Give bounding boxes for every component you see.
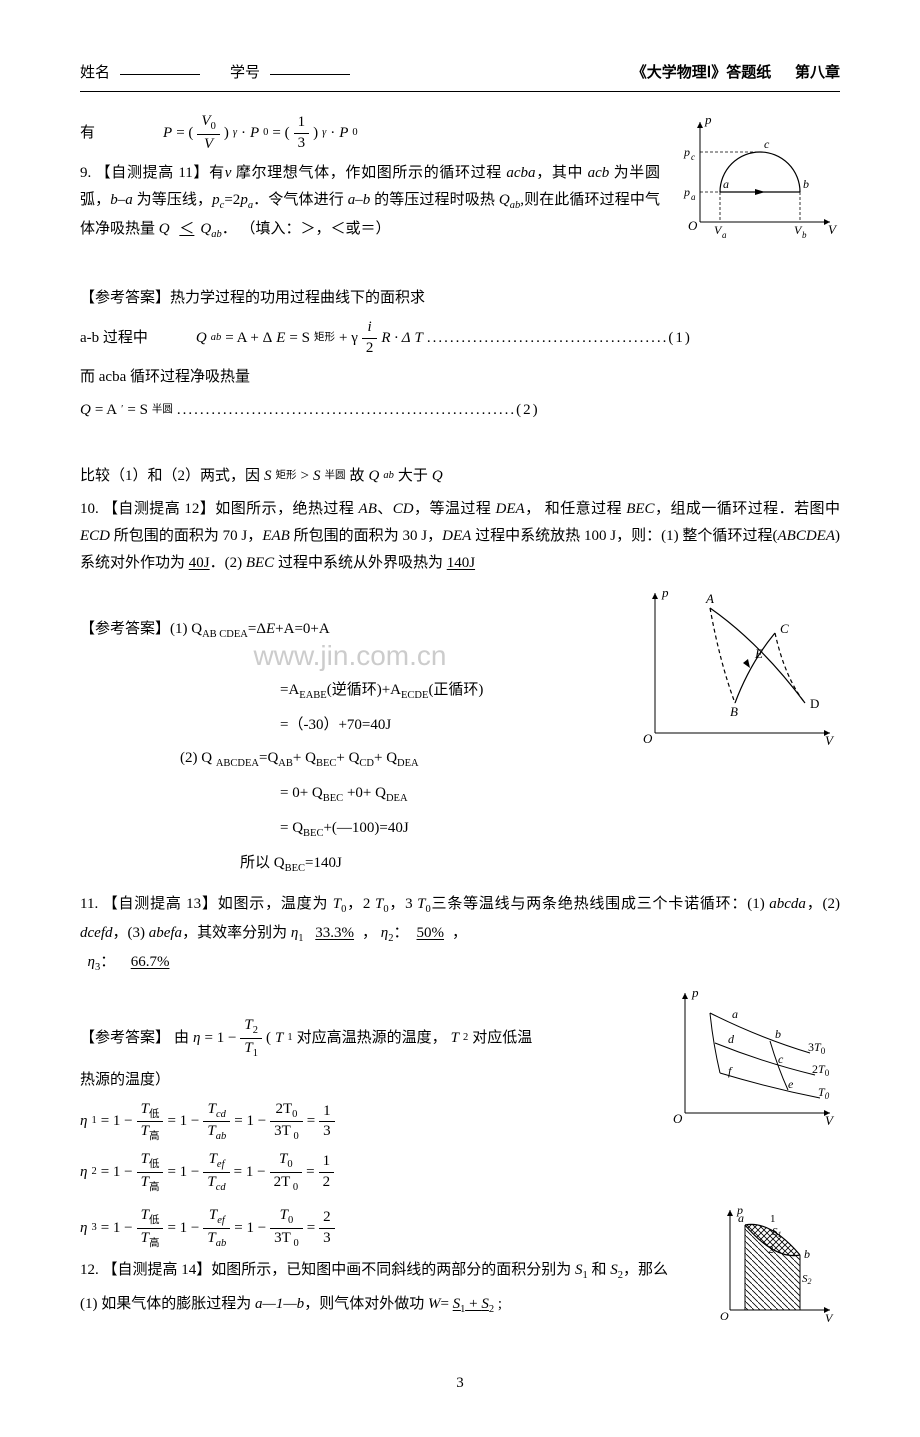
content-body: p V O pc pa Va Vb a b c 有 P = ( V0V )γ ·…	[80, 112, 840, 1397]
name-blank	[120, 60, 200, 75]
fig12-1: 1	[770, 1213, 776, 1225]
name-label: 姓名	[80, 60, 110, 87]
q9-ans-eq2: Q = A′ = S半圆 ...........................…	[80, 397, 840, 424]
fig10-v: V	[825, 733, 835, 748]
fig11-d: d	[728, 1032, 735, 1046]
fig9-c: c	[764, 137, 770, 151]
fig12-a: a	[738, 1211, 744, 1225]
q11-eta1: η1 = 1 − T低T高 = 1 − TcdTab = 1 − 2T03T 0…	[80, 1100, 650, 1144]
header-right: 《大学物理Ⅰ》答题纸 第八章	[632, 60, 840, 87]
q9-ans-eq1: a-b 过程中 Qab = A + ΔE = S矩形 + γ i2 R · ΔT…	[80, 318, 840, 358]
figure-q9: p V O pc pa Va Vb a b c	[670, 112, 840, 252]
q11-eta3: η3 = 1 − T低T高 = 1 − TefTab = 1 − T03T 0 …	[80, 1206, 700, 1250]
fig9-p-axis: p	[704, 112, 712, 127]
id-label: 学号	[230, 60, 260, 87]
fig10-b: B	[730, 704, 738, 719]
svg-text:a: a	[691, 192, 696, 202]
fig12-o: O	[720, 1309, 729, 1323]
fig11-2t0: 2T0	[812, 1062, 830, 1078]
page-number: 3	[80, 1370, 840, 1397]
q9-ans-line3: 而 acba 循环过程净吸热量	[80, 364, 840, 391]
fig10-o: O	[643, 731, 653, 746]
fig12-v: V	[825, 1311, 834, 1325]
q11-ans1: 33.3%	[307, 925, 362, 941]
fig11-3t0: 3T0	[808, 1040, 826, 1056]
fig12-s2: S2	[802, 1273, 812, 1286]
fig9-v-axis: V	[828, 222, 838, 237]
q10-text: 10. 【自测提高 12】如图所示，绝热过程 AB、CD，等温过程 DEA， 和…	[80, 496, 840, 577]
fig9-pa: p	[683, 185, 690, 199]
fig10-a: A	[705, 591, 714, 606]
svg-text:b: b	[802, 230, 807, 240]
fig11-v: V	[825, 1113, 835, 1128]
fig10-e: E	[754, 646, 763, 661]
q10-ans2: 140J	[447, 555, 475, 571]
fig11-a: a	[732, 1007, 738, 1021]
fig10-d: D	[810, 696, 819, 711]
eq-p-lhs: P	[163, 120, 172, 147]
course-title: 《大学物理Ⅰ》答题纸	[632, 65, 771, 81]
fig11-f: f	[728, 1064, 733, 1078]
svg-text:a: a	[722, 230, 727, 240]
fig11-b: b	[775, 1027, 781, 1041]
chapter-title: 第八章	[795, 65, 840, 81]
id-blank	[270, 60, 350, 75]
fig11-o: O	[673, 1111, 683, 1126]
fig10-p: p	[661, 585, 669, 600]
q9-ans-compare: 比较（1）和（2）两式，因 S矩形 > S半圆 故 Qab 大于 Q	[80, 463, 840, 490]
eq-p-prefix: 有	[80, 120, 95, 147]
figure-q10: p V O A B C D E	[630, 583, 840, 763]
q11-eta2: η2 = 1 − T低T高 = 1 − TefTcd = 1 − T02T 0 …	[80, 1150, 840, 1194]
header-left: 姓名 学号	[80, 60, 350, 87]
figure-q12: p V O a b 1 2 S1 S2	[710, 1200, 840, 1340]
svg-text:c: c	[691, 152, 695, 162]
fig10-c: C	[780, 621, 789, 636]
fig11-t0: T0	[818, 1085, 830, 1101]
fig12-2: 2	[768, 1244, 774, 1256]
fig9-a: a	[723, 177, 729, 191]
q11-text: 11. 【自测提高 13】如图示，温度为 T0，2 T0，3 T0三条等温线与两…	[80, 891, 840, 978]
q10-ans-l5: = 0+ QBEC +0+ QDEA	[80, 780, 840, 809]
figure-q11: p V O a b c d e f 3T0 2T0 T0	[660, 983, 840, 1143]
q9-answer: ＜	[173, 221, 200, 237]
fig11-e: e	[788, 1077, 794, 1091]
q11-ans2: 50%	[409, 925, 453, 941]
page-header: 姓名 学号 《大学物理Ⅰ》答题纸 第八章	[80, 60, 840, 92]
fig11-c: c	[778, 1052, 784, 1066]
q10-ans-l7: 所以 QBEC=140J	[80, 850, 840, 879]
q11-ans3: 66.7%	[123, 954, 178, 970]
fig9-b: b	[803, 177, 809, 191]
q12-ans: S1 + S2	[453, 1296, 494, 1312]
fig11-p: p	[691, 985, 699, 1000]
q10-ans1: 40J	[189, 555, 210, 571]
eq-p: 有 P = ( V0V )γ · P0 = ( 13 )γ · P0	[80, 112, 660, 154]
fig9-pc: p	[683, 145, 690, 159]
q11-ans-formula: 【参考答案】由 η = 1 − T2T1 ( T1对应高温热源的温度，T2 对应…	[80, 1016, 650, 1060]
q9-ans-label: 【参考答案】热力学过程的功用过程曲线下的面积求	[80, 285, 840, 312]
fig9-origin: O	[688, 218, 698, 233]
q10-ans-l6: = QBEC+(—100)=40J	[80, 815, 840, 844]
fig12-s1: S1	[772, 1226, 782, 1239]
fig12-b: b	[804, 1247, 810, 1261]
